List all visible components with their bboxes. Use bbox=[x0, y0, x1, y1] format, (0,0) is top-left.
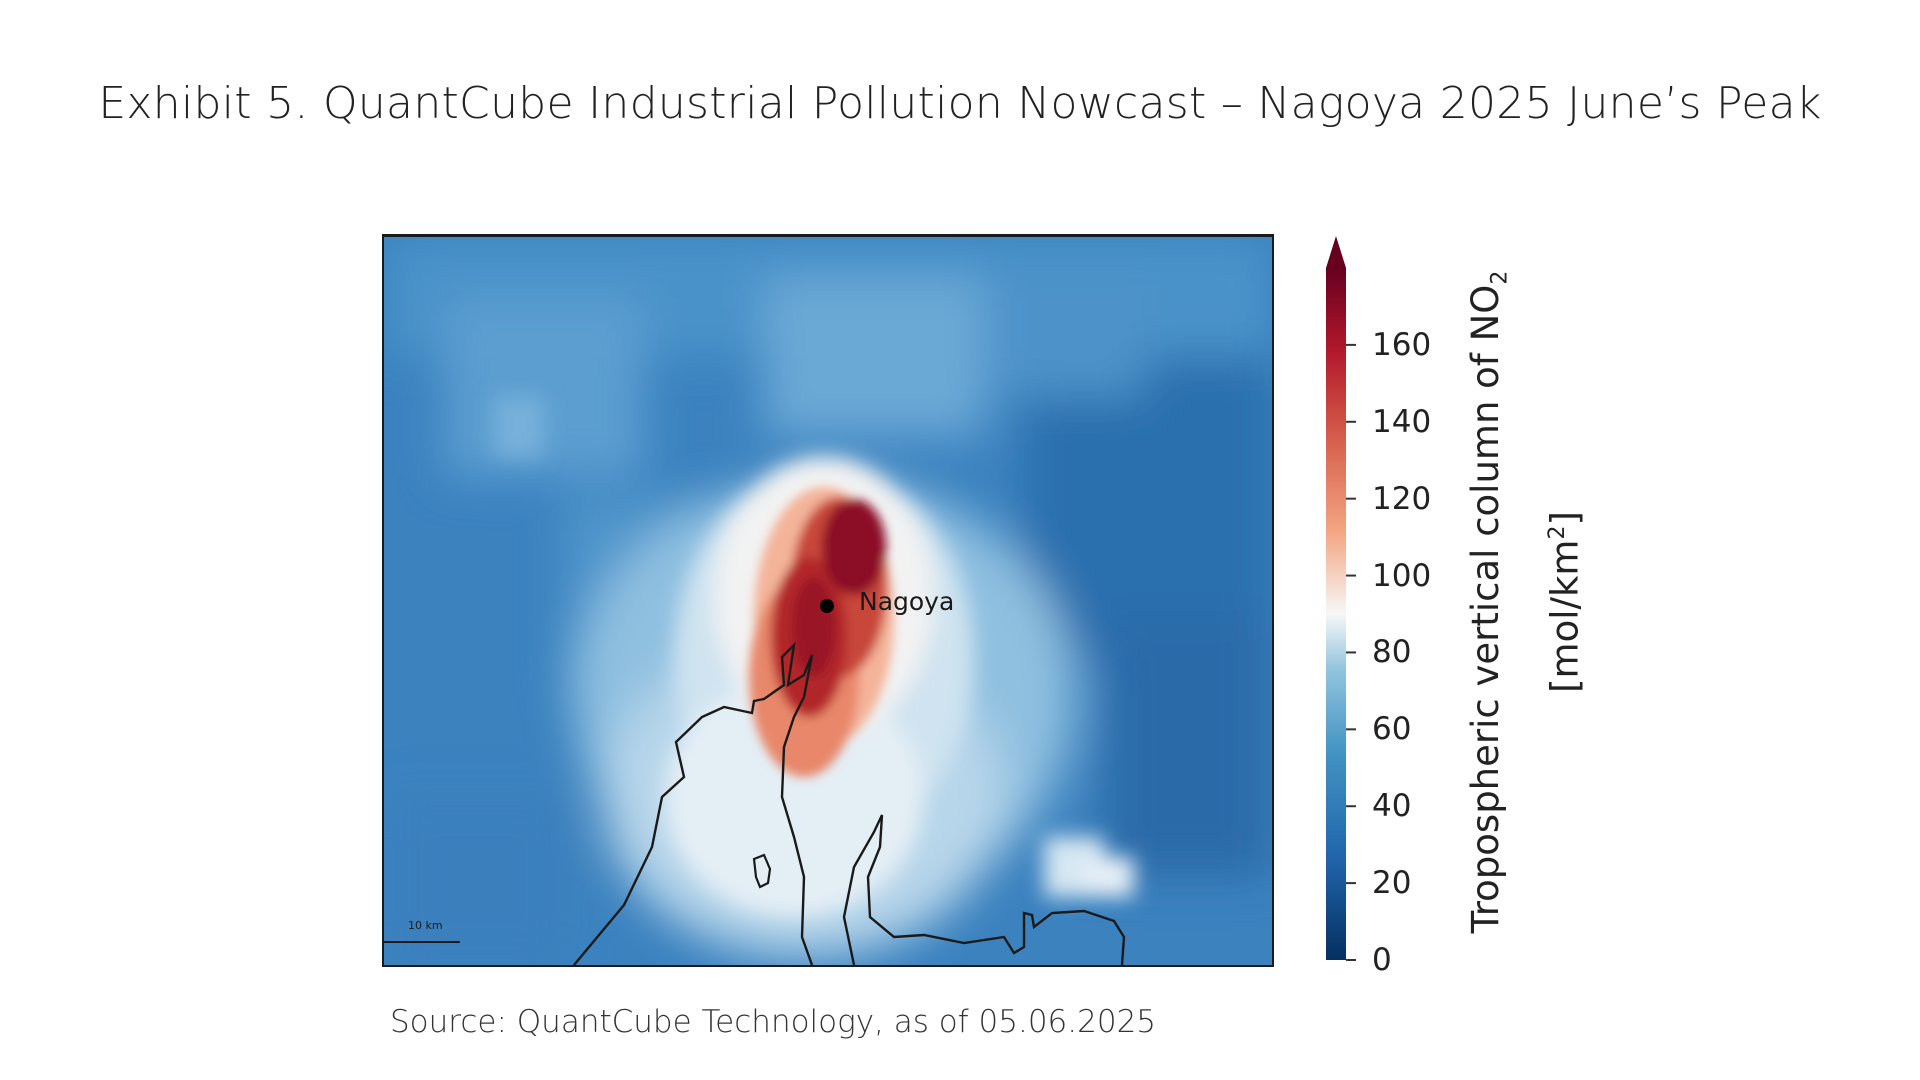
island-coastline bbox=[752, 853, 772, 889]
scale-bar: 10 km bbox=[384, 919, 464, 945]
scale-bar-line bbox=[384, 941, 460, 943]
colorbar-title: Tropospheric vertical column of NO2 [mol… bbox=[1436, 232, 1616, 972]
colorbar-unit-suffix: ] bbox=[1543, 511, 1587, 526]
heatmap-canvas bbox=[384, 237, 1272, 965]
nagoya-marker bbox=[820, 599, 834, 613]
colorbar-tick-label: 40 bbox=[1372, 788, 1412, 825]
colorbar-unit-prefix: [mol/km bbox=[1543, 539, 1587, 693]
colorbar-title-text: Tropospheric vertical column of NO2 [mol… bbox=[1457, 271, 1595, 934]
colorbar-unit-superscript: 2 bbox=[1545, 525, 1571, 540]
colorbar-title-subscript: 2 bbox=[1487, 270, 1513, 285]
colorbar-gradient bbox=[1326, 236, 1356, 961]
colorbar-tick-label: 100 bbox=[1372, 557, 1432, 594]
exhibit-title: Exhibit 5. QuantCube Industrial Pollutio… bbox=[98, 78, 1822, 129]
source-note: Source: QuantCube Technology, as of 05.0… bbox=[390, 1004, 1157, 1040]
colorbar-tick-label: 80 bbox=[1372, 634, 1412, 671]
colorbar-tick-label: 160 bbox=[1372, 326, 1432, 363]
colorbar-arrow bbox=[1326, 236, 1346, 268]
colorbar-tick-label: 120 bbox=[1372, 480, 1432, 517]
colorbar: 160 140 120 100 80 60 40 20 0 bbox=[1320, 232, 1440, 976]
colorbar-ticks bbox=[1346, 343, 1356, 961]
colorbar-tick-label: 140 bbox=[1372, 403, 1432, 440]
no2-heatmap: Nagoya 10 km bbox=[382, 234, 1274, 967]
colorbar-tick-label: 20 bbox=[1372, 865, 1412, 902]
scale-bar-label: 10 km bbox=[408, 919, 443, 932]
peninsula-coastline bbox=[842, 814, 1126, 965]
colorbar-tick-label: 60 bbox=[1372, 711, 1412, 748]
colorbar-bar bbox=[1326, 268, 1346, 960]
coastline bbox=[573, 641, 814, 965]
city-label-nagoya: Nagoya bbox=[859, 587, 955, 616]
colorbar-tick-label: 0 bbox=[1372, 942, 1392, 978]
colorbar-title-line1: Tropospheric vertical column of NO bbox=[1464, 284, 1508, 934]
